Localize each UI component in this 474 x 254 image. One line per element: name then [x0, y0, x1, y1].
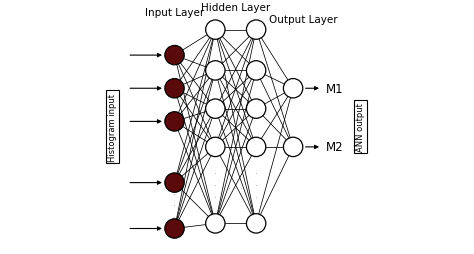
Text: ·
·
·: · · ·: [173, 189, 176, 222]
Text: ANN output: ANN output: [356, 103, 365, 151]
Circle shape: [165, 112, 184, 132]
Text: Hidden Layer: Hidden Layer: [201, 3, 270, 12]
Circle shape: [206, 100, 225, 119]
Text: ·
·
·: · · ·: [214, 169, 217, 202]
Circle shape: [206, 214, 225, 233]
Circle shape: [206, 21, 225, 40]
Text: M2: M2: [326, 141, 343, 154]
Circle shape: [165, 219, 184, 238]
Text: M1: M1: [326, 83, 343, 95]
Circle shape: [246, 21, 266, 40]
Text: Output Layer: Output Layer: [269, 15, 337, 25]
Circle shape: [283, 138, 303, 157]
Circle shape: [246, 214, 266, 233]
Circle shape: [165, 79, 184, 99]
Circle shape: [206, 138, 225, 157]
Circle shape: [246, 138, 266, 157]
Circle shape: [206, 61, 225, 81]
Text: Input Layer: Input Layer: [145, 8, 204, 18]
Text: Histogram input: Histogram input: [109, 93, 117, 161]
Circle shape: [165, 46, 184, 66]
Text: ·
·
·: · · ·: [255, 169, 258, 202]
Circle shape: [165, 173, 184, 193]
Circle shape: [246, 61, 266, 81]
Circle shape: [246, 100, 266, 119]
Circle shape: [283, 79, 303, 99]
Text: . . .: . . .: [228, 180, 243, 190]
